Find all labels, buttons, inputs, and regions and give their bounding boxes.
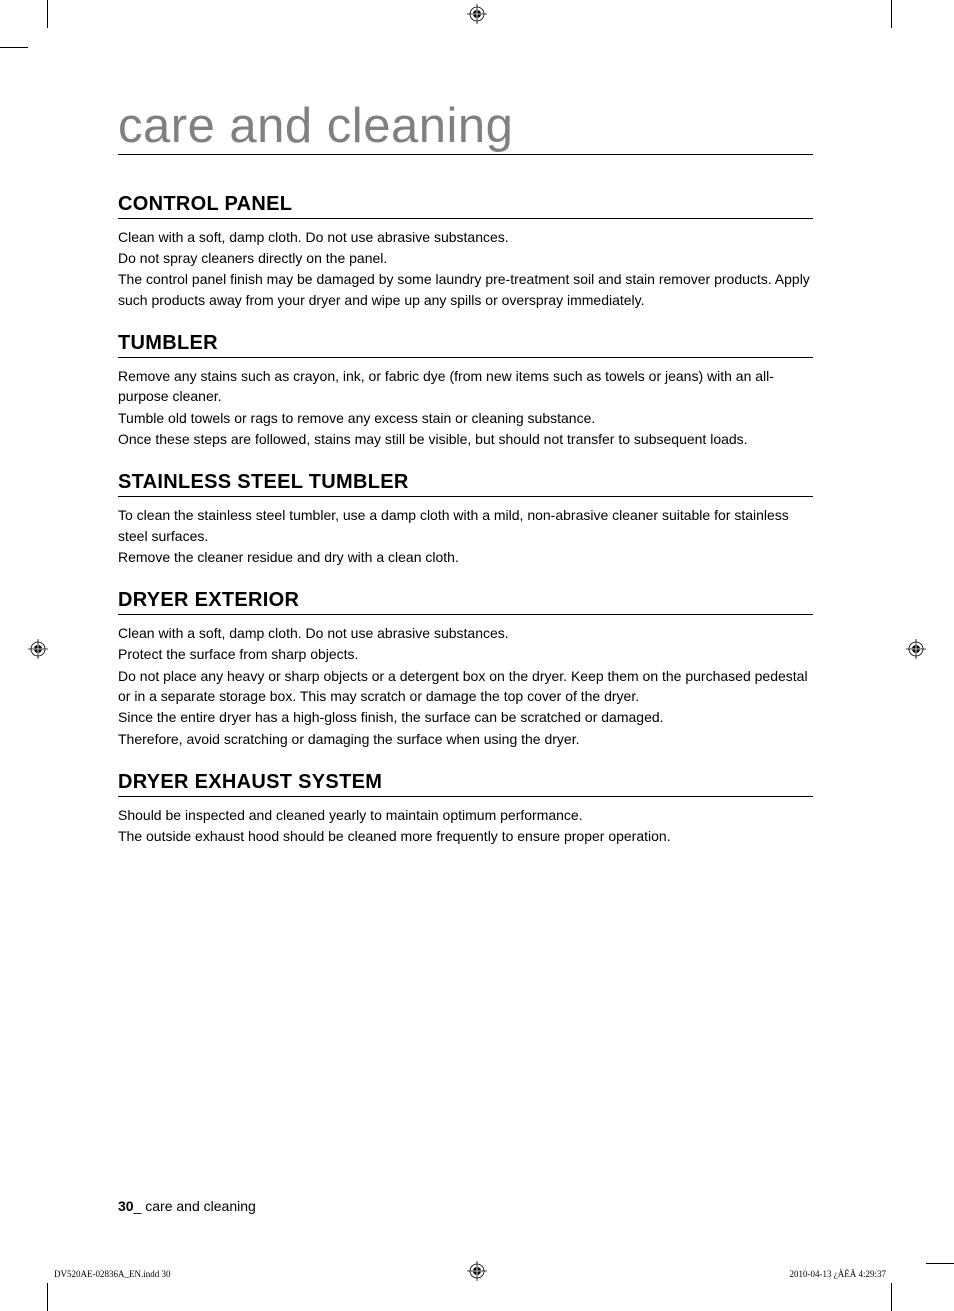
page-footer: 30_ care and cleaning bbox=[118, 1198, 256, 1214]
section-heading: STAINLESS STEEL TUMBLER bbox=[118, 471, 813, 497]
print-meta-left: DV520AE-02836A_EN.indd 30 bbox=[54, 1269, 171, 1279]
page-number: 30 bbox=[118, 1198, 134, 1214]
section: DRYER EXTERIOR Clean with a soft, damp cl… bbox=[118, 589, 813, 749]
section-body: To clean the stainless steel tumbler, us… bbox=[118, 505, 813, 567]
section-body: Should be inspected and cleaned yearly t… bbox=[118, 805, 813, 847]
crop-mark bbox=[926, 1263, 954, 1264]
footer-label: care and cleaning bbox=[145, 1198, 256, 1214]
section: CONTROL PANEL Clean with a soft, damp clo… bbox=[118, 193, 813, 310]
paragraph: Should be inspected and cleaned yearly t… bbox=[118, 805, 813, 825]
section-body: Clean with a soft, damp cloth. Do not us… bbox=[118, 227, 813, 310]
paragraph: Clean with a soft, damp cloth. Do not us… bbox=[118, 623, 813, 643]
paragraph: Since the entire dryer has a high-gloss … bbox=[118, 707, 813, 727]
crop-mark bbox=[47, 0, 48, 28]
registration-mark-icon bbox=[467, 4, 487, 24]
page-title: care and cleaning bbox=[118, 100, 813, 155]
registration-mark-icon bbox=[467, 1261, 487, 1281]
crop-mark bbox=[0, 47, 28, 48]
crop-mark bbox=[47, 1283, 48, 1311]
print-meta-right: 2010-04-13 ¿ÀÈÄ 4:29:37 bbox=[790, 1269, 887, 1279]
footer-separator: _ bbox=[134, 1198, 146, 1214]
section-body: Clean with a soft, damp cloth. Do not us… bbox=[118, 623, 813, 749]
sections-container: CONTROL PANEL Clean with a soft, damp clo… bbox=[118, 193, 813, 847]
section: DRYER EXHAUST SYSTEM Should be inspected … bbox=[118, 771, 813, 847]
crop-mark bbox=[891, 0, 892, 28]
section-heading: DRYER EXHAUST SYSTEM bbox=[118, 771, 813, 797]
paragraph: Clean with a soft, damp cloth. Do not us… bbox=[118, 227, 813, 247]
section: TUMBLER Remove any stains such as crayon,… bbox=[118, 332, 813, 449]
section: STAINLESS STEEL TUMBLER To clean the stai… bbox=[118, 471, 813, 567]
paragraph: Remove any stains such as crayon, ink, o… bbox=[118, 366, 813, 407]
registration-mark-icon bbox=[28, 639, 48, 659]
paragraph: Therefore, avoid scratching or damaging … bbox=[118, 729, 813, 749]
section-body: Remove any stains such as crayon, ink, o… bbox=[118, 366, 813, 449]
registration-mark-icon bbox=[906, 639, 926, 659]
paragraph: Once these steps are followed, stains ma… bbox=[118, 429, 813, 449]
paragraph: The control panel finish may be damaged … bbox=[118, 269, 813, 310]
section-heading: DRYER EXTERIOR bbox=[118, 589, 813, 615]
paragraph: Do not spray cleaners directly on the pa… bbox=[118, 248, 813, 268]
paragraph: Remove the cleaner residue and dry with … bbox=[118, 547, 813, 567]
page-content: care and cleaning CONTROL PANEL Clean wit… bbox=[118, 100, 813, 869]
paragraph: To clean the stainless steel tumbler, us… bbox=[118, 505, 813, 546]
paragraph: The outside exhaust hood should be clean… bbox=[118, 826, 813, 846]
section-heading: TUMBLER bbox=[118, 332, 813, 358]
paragraph: Tumble old towels or rags to remove any … bbox=[118, 408, 813, 428]
crop-mark bbox=[891, 1283, 892, 1311]
paragraph: Do not place any heavy or sharp objects … bbox=[118, 666, 813, 707]
section-heading: CONTROL PANEL bbox=[118, 193, 813, 219]
paragraph: Protect the surface from sharp objects. bbox=[118, 644, 813, 664]
